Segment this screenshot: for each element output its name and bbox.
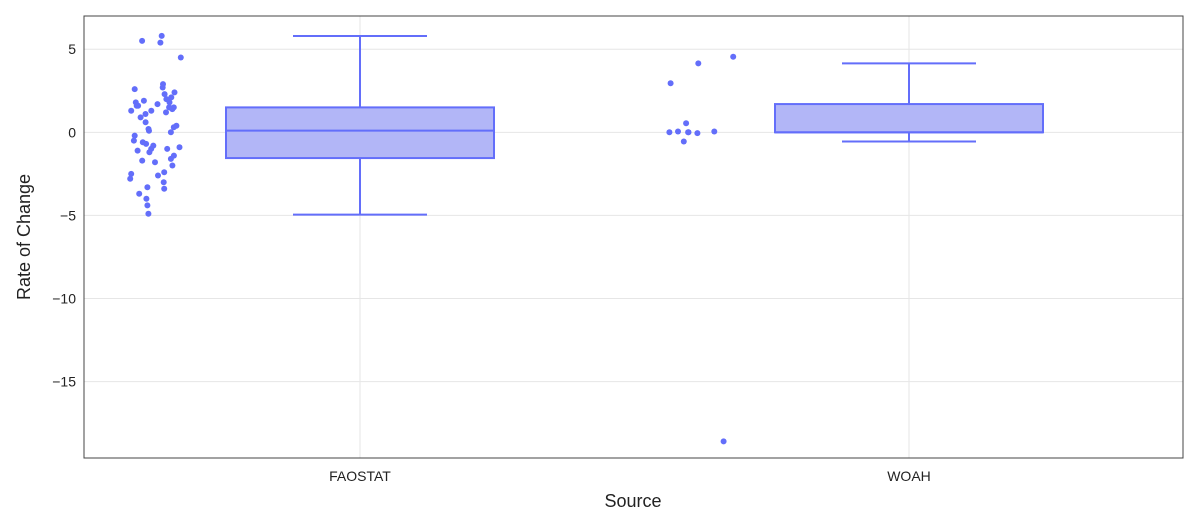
data-point [667, 80, 674, 87]
box-woah [774, 62, 1044, 143]
y-tick-label: 5 [68, 41, 76, 57]
data-point [154, 101, 161, 108]
data-point [680, 138, 687, 145]
data-point [166, 99, 173, 106]
data-point [144, 202, 151, 209]
data-point [176, 144, 183, 151]
data-point [694, 130, 701, 137]
data-point [131, 132, 138, 139]
data-point [155, 172, 161, 179]
data-point [128, 107, 135, 114]
y-axis-title: Rate of Change [14, 174, 34, 300]
box-faostat [225, 34, 495, 216]
data-point [167, 155, 174, 162]
data-point [161, 91, 168, 98]
data-point [142, 119, 149, 126]
data-point [158, 32, 165, 39]
box-series [225, 34, 1044, 216]
data-point [143, 140, 150, 147]
data-point [152, 159, 158, 166]
data-point [675, 128, 681, 135]
data-point [144, 184, 151, 191]
data-point [134, 147, 141, 154]
data-point [146, 149, 153, 156]
data-point [133, 102, 140, 109]
data-point [139, 37, 146, 44]
data-point [720, 438, 727, 445]
y-axis-ticks: 5 0 −5 −10 −15 [52, 41, 76, 389]
x-tick-label: WOAH [887, 468, 931, 484]
y-tick-label: 0 [68, 124, 76, 140]
data-point [159, 84, 166, 91]
data-point [730, 53, 737, 60]
y-tick-label: −10 [52, 290, 76, 306]
data-point [711, 128, 718, 135]
data-point [666, 129, 673, 136]
data-point [163, 109, 169, 116]
plot-frame [83, 15, 1184, 459]
data-point [171, 89, 178, 96]
y-tick-label: −15 [52, 374, 76, 390]
data-point [168, 94, 175, 101]
data-point [683, 120, 690, 127]
data-point [161, 169, 168, 176]
data-point [169, 106, 176, 113]
iqr-box [774, 103, 1044, 134]
data-point [169, 162, 176, 169]
data-point [140, 97, 147, 104]
x-axis-ticks: FAOSTAT WOAH [329, 468, 931, 484]
data-point [146, 127, 152, 134]
x-tick-label: FAOSTAT [329, 468, 391, 484]
data-point [145, 210, 152, 217]
data-point [131, 86, 138, 93]
x-axis-title: Source [604, 491, 661, 511]
data-point [127, 175, 134, 182]
data-point [164, 145, 171, 152]
data-point [167, 129, 174, 136]
data-points [127, 32, 737, 445]
data-point [161, 185, 168, 192]
data-point [136, 190, 143, 197]
data-point [142, 111, 149, 117]
data-point [128, 170, 135, 177]
data-point [143, 195, 150, 202]
data-point [139, 157, 146, 164]
data-point [170, 124, 177, 131]
data-point [130, 137, 137, 144]
grid-lines [84, 16, 1183, 458]
data-point [177, 54, 184, 61]
data-point [148, 107, 155, 114]
iqr-box [225, 106, 495, 160]
data-point [157, 39, 164, 46]
y-tick-label: −5 [60, 207, 76, 223]
data-point [137, 114, 144, 121]
data-point [160, 179, 167, 186]
data-point [695, 60, 702, 67]
data-point [685, 129, 692, 136]
